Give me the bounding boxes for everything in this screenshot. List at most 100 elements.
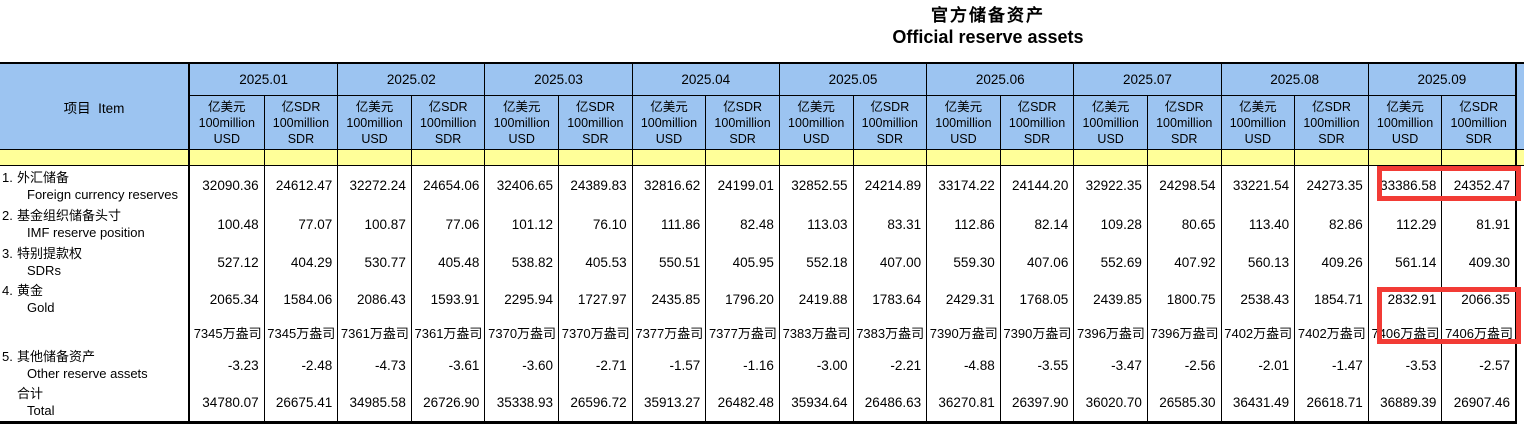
value-cell: 33221.54	[1220, 166, 1295, 205]
unit-header-line: 亿美元	[1091, 99, 1130, 114]
value-cell: 100.87	[337, 205, 411, 243]
value-cell: 2295.94	[484, 281, 558, 317]
row-label-line1: 1. 外汇储备	[2, 169, 188, 186]
yellow-band-cell	[263, 149, 338, 166]
highlight-box-gold-2025-09	[1377, 287, 1521, 344]
value-cell: 2439.85	[1073, 281, 1147, 317]
unit-header-line: 100million	[198, 115, 255, 130]
yellow-band-cell	[484, 149, 559, 166]
unit-header-line: 亿SDR	[870, 99, 910, 114]
yellow-band-cell	[410, 149, 485, 166]
unit-header-line: 100million	[272, 115, 330, 130]
value-cell: 7406万盎司	[1367, 317, 1442, 347]
unit-header-sdr: 亿SDR 100million SDR	[705, 96, 779, 149]
unit-header-line: USD	[508, 131, 535, 146]
yellow-band-cell	[1294, 149, 1368, 166]
unit-header-line: 亿SDR	[723, 99, 763, 114]
value-cell: 34780.07	[202, 394, 259, 410]
unit-header-line: 100million	[1229, 115, 1286, 130]
value-cell: 32922.35	[1073, 166, 1147, 205]
unit-header-line: 100million	[346, 115, 403, 130]
value-cell: 1796.20	[705, 281, 779, 317]
unit-header-line: SDR	[1465, 131, 1492, 146]
value-cell: 2066.35	[1441, 281, 1515, 317]
unit-header-line: SDR	[287, 131, 315, 146]
yellow-band-cell	[1073, 149, 1147, 166]
unit-header-usd: 亿美元 100million USD	[1073, 96, 1147, 149]
unit-header-line: 100million	[714, 115, 771, 130]
unit-header-line: 亿SDR	[428, 99, 468, 114]
value-cell: 109.28	[1073, 205, 1147, 243]
unit-header-line: 亿SDR	[1164, 99, 1204, 114]
value-cell: -4.73	[337, 347, 411, 383]
unit-header-line: 亿SDR	[575, 99, 615, 114]
month-header-2025.02: 2025.02	[337, 64, 485, 96]
value-cell: 33174.22	[926, 166, 1000, 205]
month-header-2025.06: 2025.06	[926, 64, 1074, 96]
value-cell: 7377万盎司	[631, 317, 706, 347]
value-cell: 7402万盎司	[1294, 317, 1368, 347]
value-cell: 7377万盎司	[705, 317, 779, 347]
row-label-english: Total	[27, 403, 55, 418]
value-cell: 82.14	[999, 205, 1074, 243]
value-cell: 34985.58	[337, 383, 411, 421]
row-label-chinese: 基金组织储备头寸	[17, 208, 122, 223]
item-column-header: 项目 Item	[0, 64, 190, 149]
value-cell: 113.40	[1220, 205, 1295, 243]
value-cell: 1768.05	[999, 281, 1074, 317]
value-cell: 405.95	[705, 243, 779, 281]
row-number: 5.	[2, 349, 13, 364]
value-cell: -3.61	[410, 347, 485, 383]
value-cell: 2435.85	[631, 281, 706, 317]
value-cell: 77.07	[263, 205, 338, 243]
yellow-band-cell	[778, 149, 853, 166]
value-cell: 36020.70	[1073, 383, 1147, 421]
unit-header-line: SDR	[434, 131, 462, 146]
value-cell: 404.29	[263, 243, 338, 281]
unit-header-usd: 亿美元 100million USD	[778, 96, 853, 149]
unit-header-sdr: 亿SDR 100million SDR	[852, 96, 927, 149]
value-cell: 7361万盎司	[410, 317, 485, 347]
value-cell: 7402万盎司	[1220, 317, 1295, 347]
value-cell: 2429.31	[926, 281, 1000, 317]
official-reserve-assets-table: 项目 Item 2025.01 2025.02 2025.03 2025.04 2025.…	[0, 62, 1517, 424]
value-cell: -1.16	[705, 347, 779, 383]
row-label-line1: 合计	[2, 385, 188, 402]
row-label-english: Foreign currency reserves	[27, 186, 178, 202]
value-cell: 32090.36	[202, 178, 259, 193]
unit-header-line: USD	[1391, 131, 1419, 146]
yellow-band-cell	[0, 149, 190, 166]
unit-header-line: 亿SDR	[281, 99, 321, 114]
value-cell: 561.14	[1367, 243, 1442, 281]
value-cell: 83.31	[852, 205, 927, 243]
month-header-2025.05: 2025.05	[778, 64, 927, 96]
value-cell: 111.86	[631, 205, 706, 243]
value-cell: 32406.65	[484, 166, 558, 205]
row-label-english: Gold	[27, 300, 55, 315]
value-cell: 7383万盎司	[778, 317, 853, 347]
unit-header-line: USD	[361, 131, 388, 146]
row-number: 3.	[2, 246, 13, 261]
value-cell: -3.23	[227, 357, 259, 373]
value-cell: 7396万盎司	[1073, 317, 1147, 347]
unit-header-line: 100million	[1376, 115, 1434, 130]
unit-header-sdr: 亿SDR 100million SDR	[558, 96, 632, 149]
value-cell: 538.82	[484, 243, 558, 281]
value-cell: 112.29	[1367, 205, 1442, 243]
unit-header-line: 100million	[419, 115, 477, 130]
value-cell: -2.57	[1441, 347, 1515, 383]
value-cell: 112.86	[926, 205, 1000, 243]
value-cell: 550.51	[631, 243, 706, 281]
value-cell: 1584.06	[263, 281, 338, 317]
value-cell: 113.03	[778, 205, 853, 243]
page-title-block: 官方储备资产 Official reserve assets	[892, 6, 1083, 47]
unit-header-line: SDR	[729, 131, 756, 146]
value-cell: 527.12	[217, 254, 259, 270]
value-cell: 409.26	[1294, 243, 1368, 281]
row-label-foreign-currency-reserves: 1. 外汇储备 Foreign currency reserves	[0, 166, 190, 205]
unit-header-line: 100million	[493, 115, 550, 130]
value-cell: 7345万盎司	[263, 317, 338, 347]
value-cell: -4.88	[926, 347, 1000, 383]
unit-header-line: 亿美元	[944, 99, 983, 114]
unit-header-sdr: 亿SDR 100million SDR	[999, 96, 1074, 149]
